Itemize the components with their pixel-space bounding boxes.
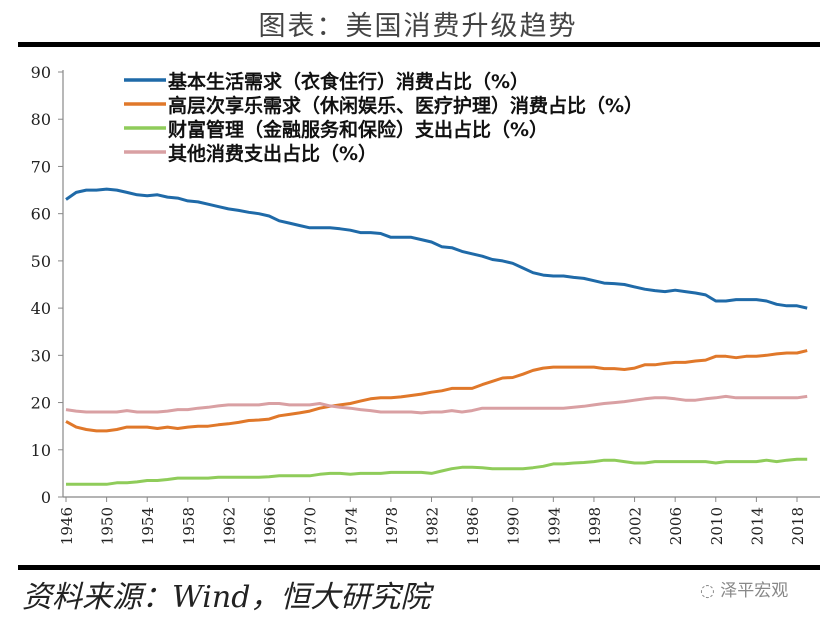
y-tick-label: 40 xyxy=(31,299,51,318)
x-tick-label: 1954 xyxy=(139,507,157,545)
y-tick-label: 80 xyxy=(31,110,51,129)
x-tick-label: 2018 xyxy=(789,507,807,545)
y-tick-label: 70 xyxy=(31,157,51,176)
top-rule xyxy=(18,42,820,47)
legend-label: 财富管理（金融服务和保险）支出占比（%） xyxy=(168,118,548,141)
x-tick-label: 2006 xyxy=(667,507,685,545)
source-note: 资料来源：Wind，恒大研究院 xyxy=(22,580,431,615)
watermark: ◌ 泽平宏观 xyxy=(700,576,788,601)
y-tick-label: 10 xyxy=(31,441,51,460)
x-tick-label: 1998 xyxy=(586,507,604,545)
wechat-icon: ◌ xyxy=(700,581,721,601)
x-tick-label: 1958 xyxy=(180,507,198,545)
legend-label: 高层次享乐需求（休闲娱乐、医疗护理）消费占比（%） xyxy=(168,94,643,117)
x-tick-label: 1974 xyxy=(342,507,360,545)
y-tick-label: 90 xyxy=(31,63,51,82)
x-tick-label: 1994 xyxy=(545,507,563,545)
y-tick-label: 60 xyxy=(31,205,51,224)
series-line-2 xyxy=(65,349,808,433)
legend-label: 基本生活需求（衣食住行）消费占比（%） xyxy=(167,70,529,93)
x-tick-label: 2010 xyxy=(708,507,726,545)
x-tick-label: 1950 xyxy=(99,507,117,545)
x-tick-label: 2002 xyxy=(627,507,645,545)
watermark-text: 泽平宏观 xyxy=(720,581,789,601)
y-tick-label: 50 xyxy=(31,252,51,271)
x-tick-label: 1978 xyxy=(383,507,401,545)
x-tick-label: 1990 xyxy=(505,507,523,545)
series-line-3 xyxy=(66,457,808,486)
x-tick-label: 1986 xyxy=(464,507,482,545)
y-tick-label: 20 xyxy=(31,394,51,413)
y-tick-label: 0 xyxy=(41,488,51,507)
y-tick-label: 30 xyxy=(31,346,51,365)
series-line-1 xyxy=(65,187,808,310)
x-tick-label: 1982 xyxy=(424,507,442,545)
x-tick-label: 1966 xyxy=(261,507,279,545)
chart-title: 图表：美国消费升级趋势 xyxy=(258,11,578,42)
bottom-rule xyxy=(18,565,820,570)
x-tick-label: 1946 xyxy=(58,507,76,545)
x-tick-label: 1970 xyxy=(302,507,320,545)
x-tick-label: 2014 xyxy=(748,507,766,545)
x-tick-label: 1962 xyxy=(220,507,238,545)
legend-label: 其他消费支出占比（%） xyxy=(168,142,377,165)
series-line-4 xyxy=(65,394,808,415)
